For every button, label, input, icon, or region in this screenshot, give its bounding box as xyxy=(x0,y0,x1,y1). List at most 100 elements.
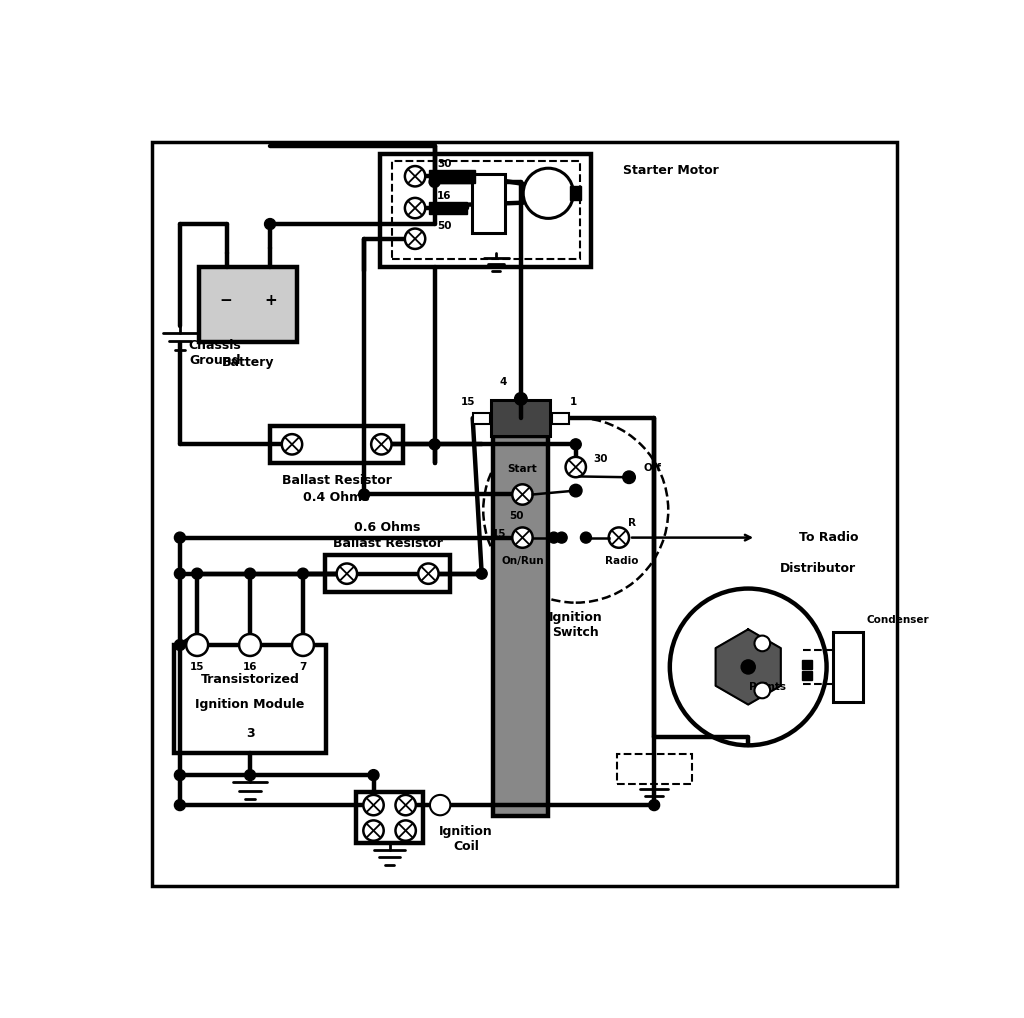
Text: 30: 30 xyxy=(437,159,452,169)
Bar xyxy=(270,426,403,463)
Circle shape xyxy=(755,683,770,698)
Bar xyxy=(833,631,862,702)
Bar xyxy=(570,186,582,201)
Circle shape xyxy=(404,197,425,218)
Text: To Radio: To Radio xyxy=(799,531,859,544)
Bar xyxy=(472,174,505,233)
Circle shape xyxy=(430,795,451,815)
Circle shape xyxy=(512,527,532,548)
Text: Distributor: Distributor xyxy=(779,563,856,575)
Text: Starter Motor: Starter Motor xyxy=(623,164,719,177)
Text: Ignition
Switch: Ignition Switch xyxy=(549,611,603,638)
Circle shape xyxy=(245,770,256,781)
Circle shape xyxy=(623,471,635,484)
Text: +: + xyxy=(264,293,278,308)
Circle shape xyxy=(741,660,756,674)
Circle shape xyxy=(404,166,425,186)
Circle shape xyxy=(174,639,185,651)
Circle shape xyxy=(556,532,567,543)
Bar xyxy=(200,267,298,342)
Circle shape xyxy=(418,564,438,584)
Text: 3: 3 xyxy=(246,727,254,740)
Text: R: R xyxy=(629,518,636,528)
Text: Ignition Module: Ignition Module xyxy=(196,698,305,711)
Text: −: − xyxy=(219,293,232,308)
Circle shape xyxy=(429,176,440,187)
Text: 16: 16 xyxy=(243,662,257,672)
Text: Transistorized: Transistorized xyxy=(201,673,299,686)
Circle shape xyxy=(548,532,559,543)
Circle shape xyxy=(395,795,416,815)
Circle shape xyxy=(174,770,185,781)
Circle shape xyxy=(191,568,203,579)
Circle shape xyxy=(570,439,582,450)
Text: 7: 7 xyxy=(299,662,306,672)
Circle shape xyxy=(358,489,370,500)
Text: 16: 16 xyxy=(437,190,452,201)
Text: 30: 30 xyxy=(593,454,607,464)
Bar xyxy=(325,555,451,592)
Text: Ballast Resistor: Ballast Resistor xyxy=(333,536,442,550)
Circle shape xyxy=(364,795,384,815)
Text: 0.6 Ohms: 0.6 Ohms xyxy=(354,521,421,533)
Bar xyxy=(174,645,327,753)
Circle shape xyxy=(292,634,314,656)
Bar xyxy=(802,671,812,680)
Circle shape xyxy=(298,568,308,579)
Circle shape xyxy=(429,439,440,450)
Circle shape xyxy=(523,168,573,219)
Text: 1: 1 xyxy=(570,397,578,407)
Text: Off: Off xyxy=(643,463,662,472)
Text: Ignition
Coil: Ignition Coil xyxy=(439,826,493,853)
Text: 0.4 Ohms: 0.4 Ohms xyxy=(303,491,370,504)
Circle shape xyxy=(337,564,357,584)
Text: Points: Points xyxy=(750,681,786,691)
Bar xyxy=(473,412,489,423)
Text: 4: 4 xyxy=(500,377,507,387)
Circle shape xyxy=(371,434,391,454)
Bar xyxy=(492,400,550,436)
Text: Ballast Resistor: Ballast Resistor xyxy=(282,474,391,487)
Bar xyxy=(429,170,475,182)
Text: Condenser: Condenser xyxy=(866,615,929,625)
Circle shape xyxy=(670,588,826,745)
Text: I: I xyxy=(486,220,490,229)
Text: 15: 15 xyxy=(461,397,475,407)
Circle shape xyxy=(364,821,384,841)
Circle shape xyxy=(512,485,532,505)
Bar xyxy=(391,162,580,260)
Circle shape xyxy=(282,434,302,454)
Polygon shape xyxy=(716,629,780,704)
Circle shape xyxy=(174,799,185,810)
Circle shape xyxy=(476,568,487,579)
Bar xyxy=(494,436,548,815)
Bar xyxy=(356,792,423,843)
Text: On/Run: On/Run xyxy=(501,556,544,566)
Circle shape xyxy=(648,799,659,810)
Circle shape xyxy=(239,634,261,656)
Bar xyxy=(617,754,692,784)
Text: 50: 50 xyxy=(509,511,523,521)
Circle shape xyxy=(565,457,586,477)
Text: Start: Start xyxy=(508,464,538,474)
Circle shape xyxy=(395,821,416,841)
Bar xyxy=(429,202,467,215)
Circle shape xyxy=(755,635,770,652)
Bar xyxy=(380,154,592,267)
Circle shape xyxy=(368,770,379,781)
Circle shape xyxy=(608,527,629,548)
Text: 15: 15 xyxy=(189,662,205,672)
Circle shape xyxy=(186,634,208,656)
Circle shape xyxy=(581,532,592,543)
Bar xyxy=(552,412,569,423)
Text: 50: 50 xyxy=(437,221,452,231)
Text: Radio: Radio xyxy=(605,556,639,566)
Text: 15: 15 xyxy=(492,528,506,539)
Circle shape xyxy=(569,485,582,497)
Text: Battery: Battery xyxy=(222,356,274,370)
Circle shape xyxy=(483,417,669,603)
Circle shape xyxy=(174,532,185,543)
Bar xyxy=(802,660,812,669)
Circle shape xyxy=(404,229,425,249)
Text: Chassis
Ground: Chassis Ground xyxy=(188,339,242,367)
